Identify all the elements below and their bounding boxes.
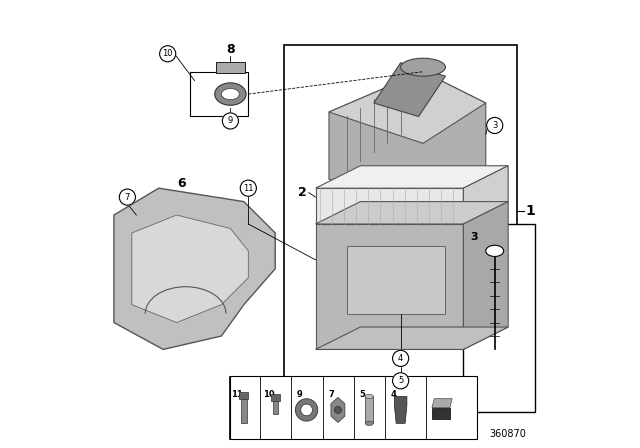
Circle shape: [392, 350, 409, 366]
Polygon shape: [316, 202, 508, 224]
Circle shape: [159, 46, 176, 62]
Circle shape: [296, 399, 317, 421]
Text: 4: 4: [391, 390, 397, 399]
Circle shape: [334, 406, 342, 414]
Text: 10: 10: [262, 390, 275, 399]
Ellipse shape: [486, 246, 504, 256]
Polygon shape: [432, 408, 450, 419]
FancyBboxPatch shape: [463, 224, 535, 412]
Polygon shape: [316, 188, 463, 224]
FancyBboxPatch shape: [347, 246, 445, 314]
Polygon shape: [374, 63, 445, 116]
Polygon shape: [432, 399, 452, 408]
Text: 4: 4: [398, 354, 403, 363]
Ellipse shape: [401, 58, 445, 76]
Polygon shape: [114, 188, 275, 349]
Text: 2: 2: [298, 186, 307, 199]
Polygon shape: [316, 224, 463, 349]
Text: 360870: 360870: [489, 429, 526, 439]
Text: 6: 6: [177, 177, 186, 190]
Text: 11: 11: [231, 390, 243, 399]
Text: 7: 7: [125, 193, 130, 202]
Text: 1: 1: [525, 203, 536, 218]
Polygon shape: [394, 396, 407, 423]
FancyBboxPatch shape: [284, 45, 517, 412]
Text: 5: 5: [360, 390, 365, 399]
Polygon shape: [241, 399, 246, 423]
Ellipse shape: [365, 394, 373, 399]
Ellipse shape: [365, 421, 373, 426]
Text: 9: 9: [297, 390, 303, 399]
Polygon shape: [329, 72, 486, 211]
Polygon shape: [463, 166, 508, 224]
Text: 8: 8: [226, 43, 235, 56]
Circle shape: [301, 404, 312, 416]
Ellipse shape: [221, 89, 239, 100]
Circle shape: [240, 180, 257, 196]
Polygon shape: [132, 215, 248, 323]
Polygon shape: [316, 166, 508, 188]
Polygon shape: [316, 327, 508, 349]
Ellipse shape: [215, 83, 246, 105]
Circle shape: [222, 113, 239, 129]
Text: 3: 3: [492, 121, 497, 130]
FancyBboxPatch shape: [230, 376, 477, 439]
Text: 9: 9: [228, 116, 233, 125]
Polygon shape: [365, 396, 373, 423]
Polygon shape: [273, 401, 278, 414]
Text: 5: 5: [398, 376, 403, 385]
Text: 10: 10: [163, 49, 173, 58]
Polygon shape: [271, 394, 280, 401]
Polygon shape: [463, 202, 508, 349]
FancyBboxPatch shape: [216, 62, 244, 73]
Polygon shape: [329, 72, 486, 143]
Circle shape: [392, 373, 409, 389]
FancyBboxPatch shape: [190, 72, 248, 116]
Circle shape: [119, 189, 136, 205]
Text: 3: 3: [471, 233, 478, 242]
Circle shape: [486, 117, 503, 134]
Polygon shape: [331, 397, 345, 422]
Text: 11: 11: [243, 184, 253, 193]
Polygon shape: [239, 392, 248, 399]
Text: 7: 7: [328, 390, 334, 399]
